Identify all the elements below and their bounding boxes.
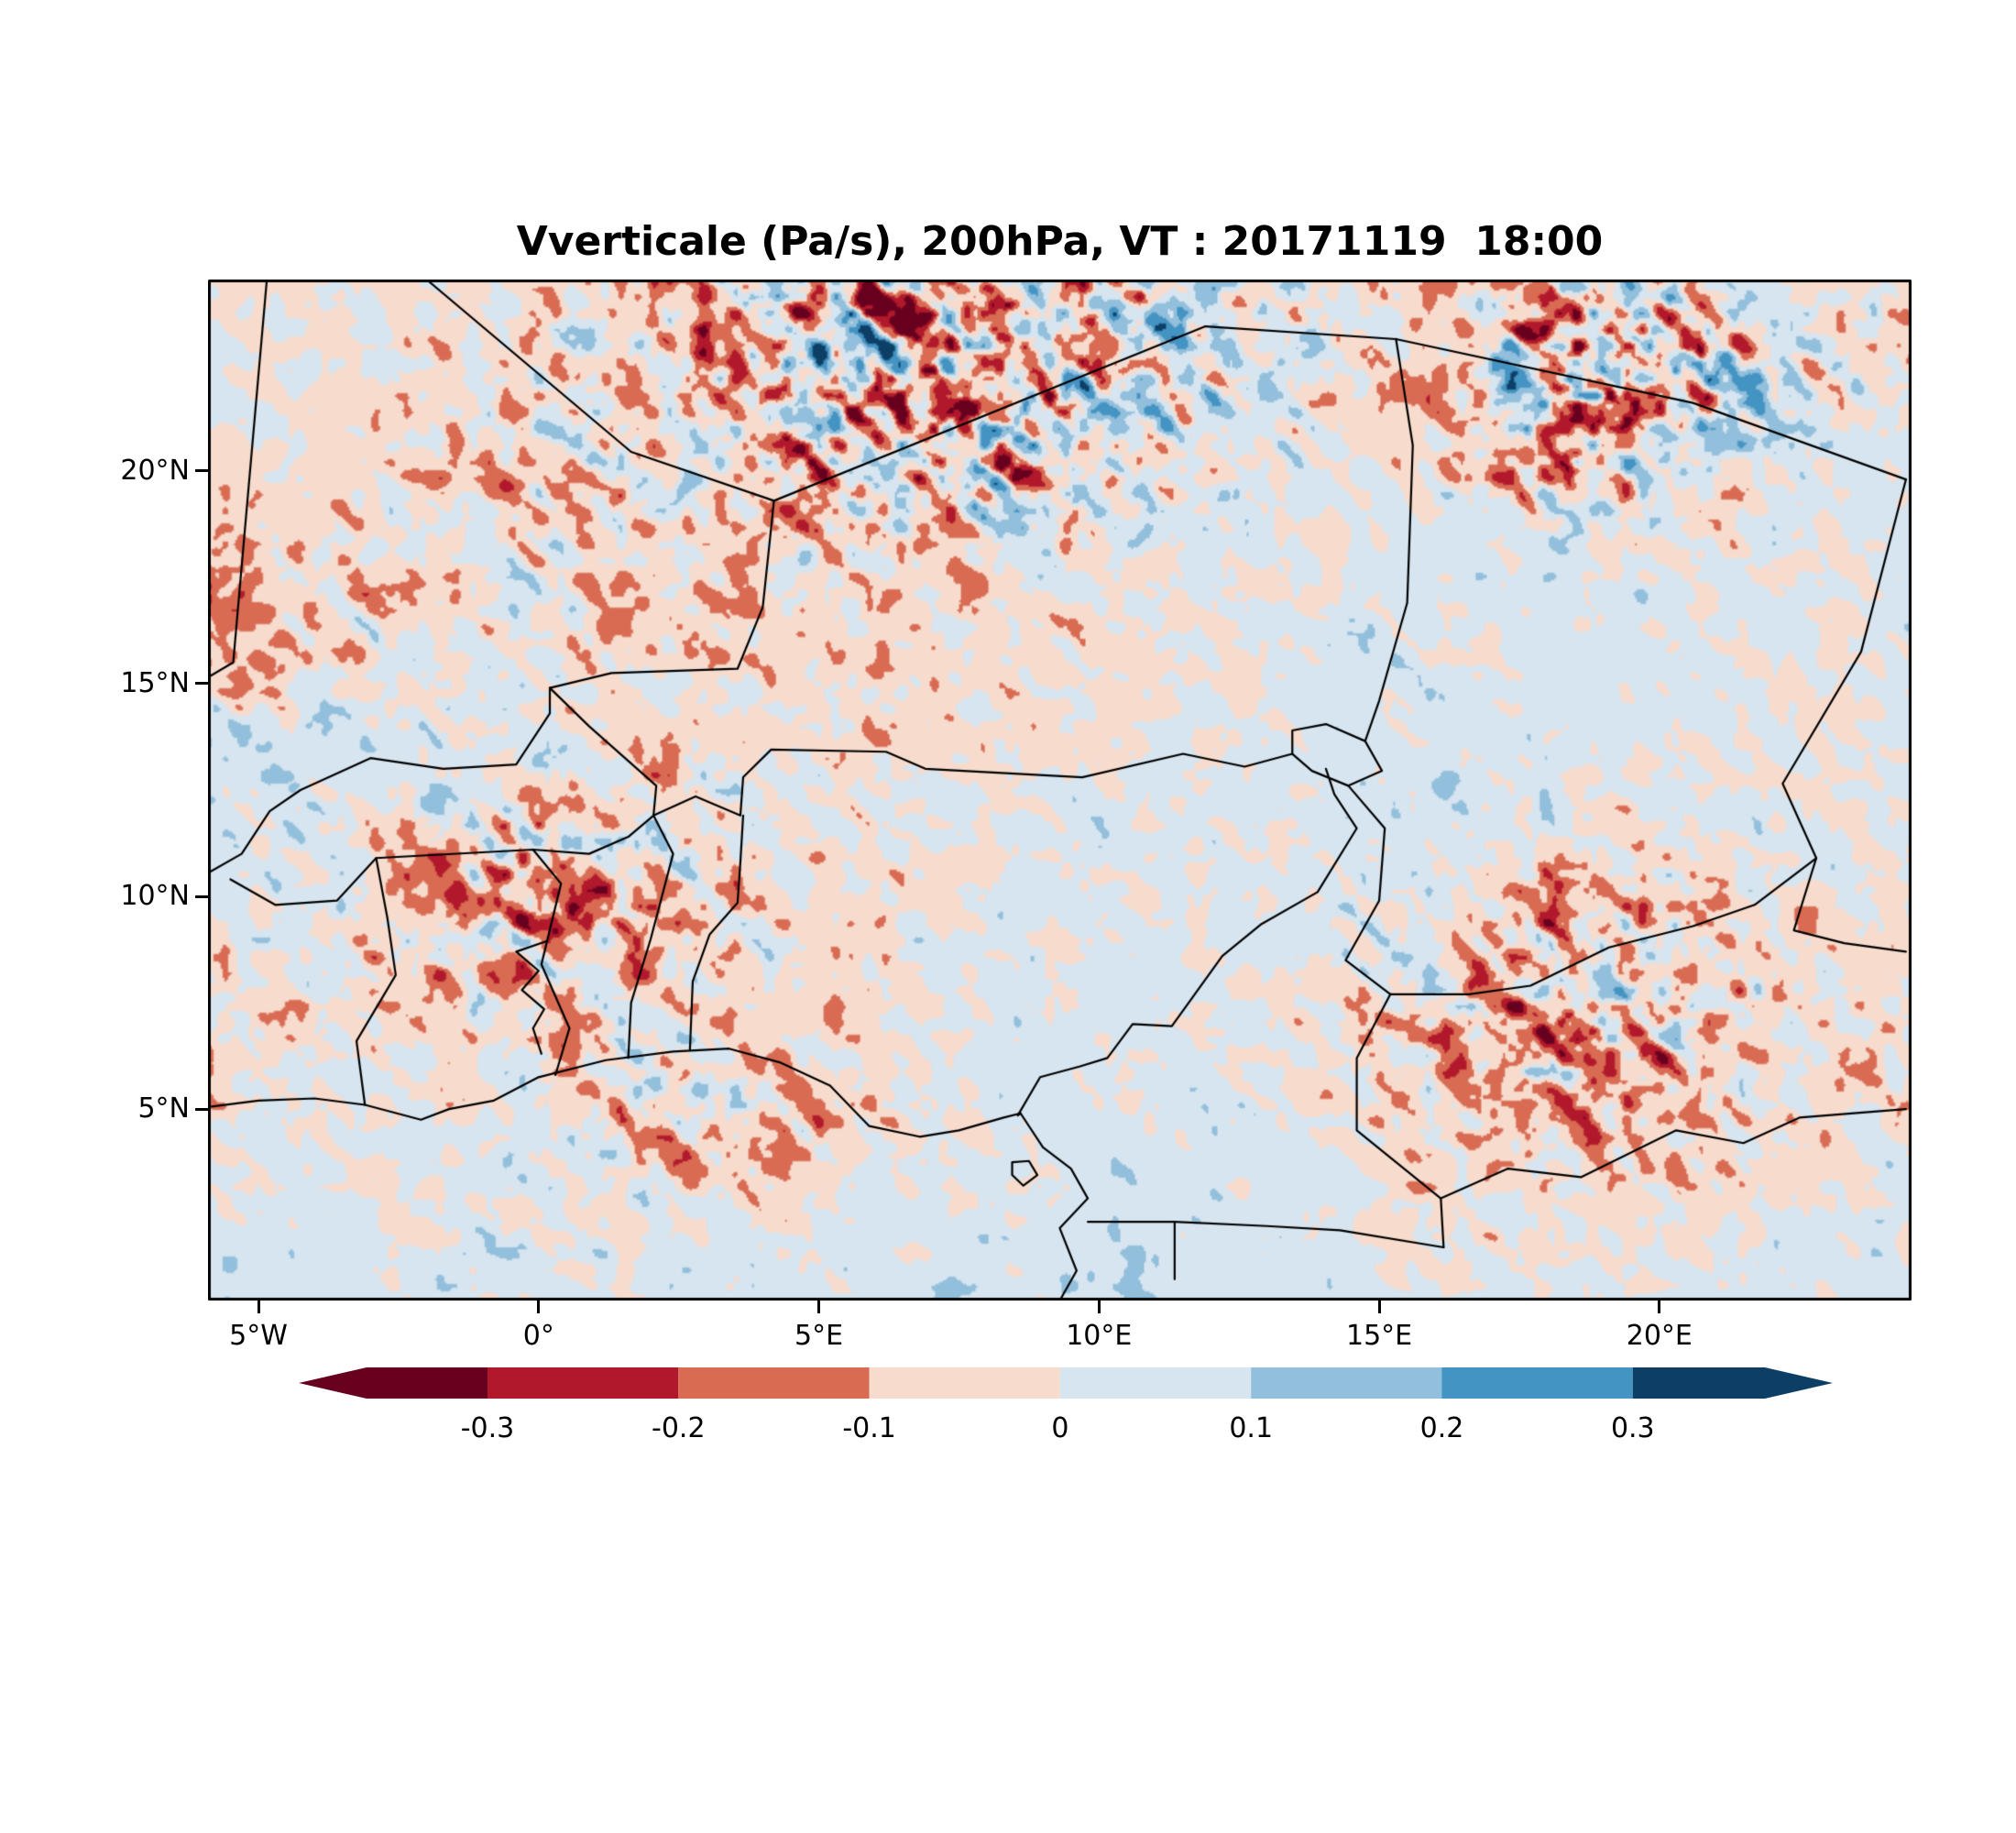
lon-tick-mark bbox=[537, 1301, 541, 1313]
lon-tick-mark bbox=[1658, 1301, 1661, 1313]
map-plot bbox=[208, 280, 1912, 1301]
lat-tick-label: 20°N bbox=[120, 454, 190, 487]
colorbar-right-arrow bbox=[1765, 1367, 1833, 1399]
lat-tick-label: 15°N bbox=[120, 666, 190, 699]
colorbar-tick-label: 0.1 bbox=[1229, 1412, 1273, 1444]
lon-tick-label: 15°E bbox=[1345, 1320, 1413, 1352]
colorbar-tick-label: 0.3 bbox=[1611, 1412, 1655, 1444]
colorbar-segment bbox=[488, 1367, 679, 1399]
lat-tick-mark bbox=[195, 1107, 208, 1111]
lat-tick-label: 5°N bbox=[137, 1092, 190, 1125]
colorbar-tick-label: 0.2 bbox=[1420, 1412, 1464, 1444]
lat-tick-mark bbox=[195, 895, 208, 898]
lon-tick-mark bbox=[1377, 1301, 1381, 1313]
lon-tick-label: 0° bbox=[522, 1320, 554, 1352]
lon-tick-label: 20°E bbox=[1626, 1320, 1693, 1352]
colorbar-segment bbox=[1441, 1367, 1633, 1399]
colorbar-tick-label: -0.3 bbox=[461, 1412, 515, 1444]
lon-tick-label: 10°E bbox=[1066, 1320, 1133, 1352]
colorbar-left-arrow bbox=[299, 1367, 367, 1399]
lon-tick-label: 5°E bbox=[794, 1320, 844, 1352]
lat-tick-label: 10°N bbox=[120, 880, 190, 913]
colorbar: -0.3 -0.2 -0.1 0 0.1 0.2 0.3 bbox=[299, 1367, 1833, 1450]
lon-tick-label: 5°W bbox=[229, 1320, 288, 1352]
colorbar-segment bbox=[1632, 1367, 1765, 1399]
colorbar-segment bbox=[678, 1367, 870, 1399]
lon-tick-mark bbox=[1097, 1301, 1101, 1313]
colorbar-tick-label: 0 bbox=[1051, 1412, 1068, 1444]
colorbar-segment bbox=[1251, 1367, 1442, 1399]
colorbar-tick-label: -0.1 bbox=[842, 1412, 896, 1444]
lat-tick-mark bbox=[195, 469, 208, 473]
colorbar-tick-label: -0.2 bbox=[652, 1412, 706, 1444]
lon-tick-mark bbox=[817, 1301, 821, 1313]
colorbar-scale: -0.3 -0.2 -0.1 0 0.1 0.2 0.3 bbox=[299, 1367, 1833, 1444]
lat-tick-mark bbox=[195, 682, 208, 686]
chart-title: Vverticale (Pa/s), 200hPa, VT : 20171119… bbox=[516, 218, 1604, 265]
colorbar-segment bbox=[869, 1367, 1060, 1399]
colorbar-segment bbox=[367, 1367, 488, 1399]
vertical-velocity-field-map bbox=[208, 280, 1912, 1301]
lon-tick-mark bbox=[257, 1301, 260, 1313]
colorbar-segment bbox=[1059, 1367, 1252, 1399]
